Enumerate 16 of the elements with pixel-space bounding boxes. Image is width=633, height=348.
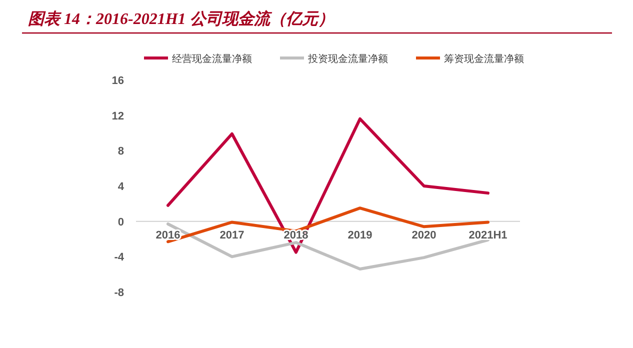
y-tick-label: -8 bbox=[114, 287, 124, 299]
y-tick-label: 8 bbox=[118, 146, 124, 158]
legend-label: 投资现金流量净额 bbox=[307, 53, 388, 65]
x-tick-label: 2019 bbox=[348, 229, 372, 242]
x-tick-label: 2021H1 bbox=[468, 229, 508, 242]
x-tick-label: 2020 bbox=[412, 229, 436, 242]
legend-label: 筹资现金流量净额 bbox=[444, 53, 524, 65]
y-tick-label: -4 bbox=[114, 252, 125, 264]
x-tick-label: 2017 bbox=[220, 229, 244, 242]
y-tick-label: 4 bbox=[118, 181, 125, 193]
legend-label: 经营现金流量净额 bbox=[172, 53, 252, 65]
y-tick-label: 0 bbox=[118, 216, 124, 228]
x-tick-label: 2016 bbox=[156, 229, 180, 242]
y-tick-label: 12 bbox=[112, 110, 124, 122]
y-tick-label: 16 bbox=[112, 75, 124, 87]
chart-title: 图表 14：2016-2021H1 公司现金流（亿元） bbox=[28, 9, 334, 28]
